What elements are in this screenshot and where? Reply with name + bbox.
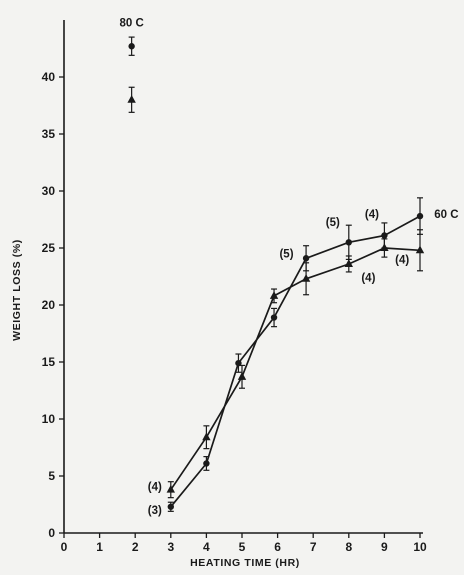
annotation-label: (4) (148, 481, 162, 493)
annotation-label: (4) (361, 273, 375, 285)
circle-marker (128, 43, 135, 50)
x-tick-label: 1 (96, 540, 103, 554)
x-tick-label: 0 (61, 540, 68, 554)
x-tick-label: 3 (167, 540, 174, 554)
circle-marker (302, 255, 310, 262)
x-tick-label: 8 (345, 540, 352, 554)
y-tick-label: 10 (42, 412, 56, 426)
y-tick-label: 20 (42, 298, 56, 312)
x-tick-label: 4 (203, 540, 210, 554)
triangle-marker (301, 273, 311, 282)
y-tick-label: 30 (42, 184, 56, 198)
x-tick-label: 10 (413, 540, 427, 554)
annotation-label: 60 C (434, 209, 458, 221)
triangle-marker (166, 484, 175, 493)
circle-marker (416, 212, 424, 220)
triangle-marker (344, 259, 353, 267)
x-tick-label: 2 (132, 540, 139, 554)
y-ticks: 0 5 10 15 20 25 30 35 40 (42, 70, 64, 540)
series-1 (166, 229, 425, 499)
annotation-label: (4) (365, 209, 379, 221)
y-tick-label: 0 (48, 526, 55, 540)
y-axis-title: WEIGHT LOSS (%) (11, 239, 23, 341)
x-tick-label: 7 (310, 540, 317, 554)
y-tick-label: 5 (48, 469, 55, 483)
annotation-label: 80 C (119, 17, 143, 29)
series-line (170, 247, 421, 491)
circle-marker (167, 503, 174, 510)
circle-marker (203, 460, 210, 467)
series-2 (128, 36, 135, 56)
annotation-label: (5) (279, 249, 293, 261)
x-tick-label: 5 (239, 540, 246, 554)
x-tick-label: 9 (381, 540, 388, 554)
triangle-marker (202, 432, 211, 441)
annotation-label: (3) (148, 505, 162, 517)
y-tick-label: 15 (42, 355, 56, 369)
series-3 (127, 86, 136, 113)
circle-marker (270, 314, 278, 321)
triangle-marker (380, 243, 389, 251)
annotations: 80 C 60 C (4) (3) (5) (5) (4) (4) (4) (119, 17, 458, 517)
y-tick-label: 25 (42, 241, 56, 255)
triangle-marker (415, 245, 425, 254)
y-tick-label: 35 (42, 127, 56, 141)
y-tick-label: 40 (42, 70, 56, 84)
circle-marker (235, 359, 242, 367)
series-0 (167, 197, 424, 512)
circle-marker (345, 239, 352, 246)
triangle-marker (127, 95, 136, 103)
triangle-marker (237, 372, 247, 380)
circle-marker (381, 232, 388, 239)
annotation-label: (5) (326, 217, 340, 229)
x-tick-label: 6 (274, 540, 281, 554)
annotation-label: (4) (395, 254, 409, 266)
series-layer (127, 36, 425, 512)
triangle-marker (269, 291, 279, 299)
x-axis-title: HEATING TIME (HR) (190, 557, 300, 569)
x-ticks: 0 1 2 3 4 5 6 7 8 9 10 (61, 533, 427, 554)
